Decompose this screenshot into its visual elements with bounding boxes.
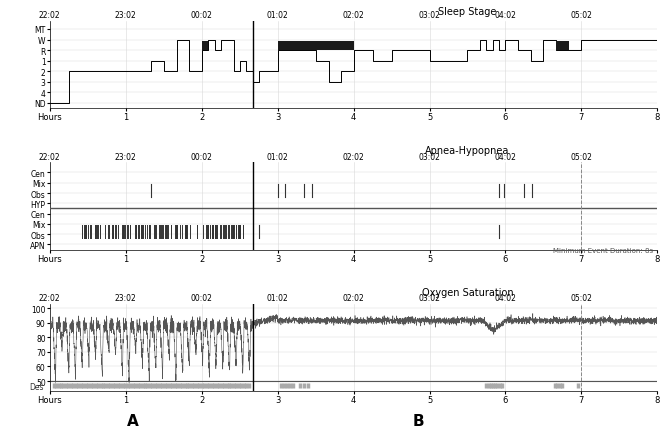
Text: A: A	[127, 413, 139, 428]
Text: Oxygen Saturation: Oxygen Saturation	[422, 287, 513, 297]
Text: Minimum Event Duration: 8s: Minimum Event Duration: 8s	[553, 247, 653, 253]
Text: Apnea-Hypopnea: Apnea-Hypopnea	[426, 146, 510, 156]
Bar	[278, 41, 354, 51]
Text: Des: Des	[29, 382, 44, 391]
Text: Sleep Stage: Sleep Stage	[438, 7, 497, 17]
Text: B: B	[412, 413, 424, 428]
Bar	[556, 41, 568, 51]
Bar	[202, 41, 208, 51]
